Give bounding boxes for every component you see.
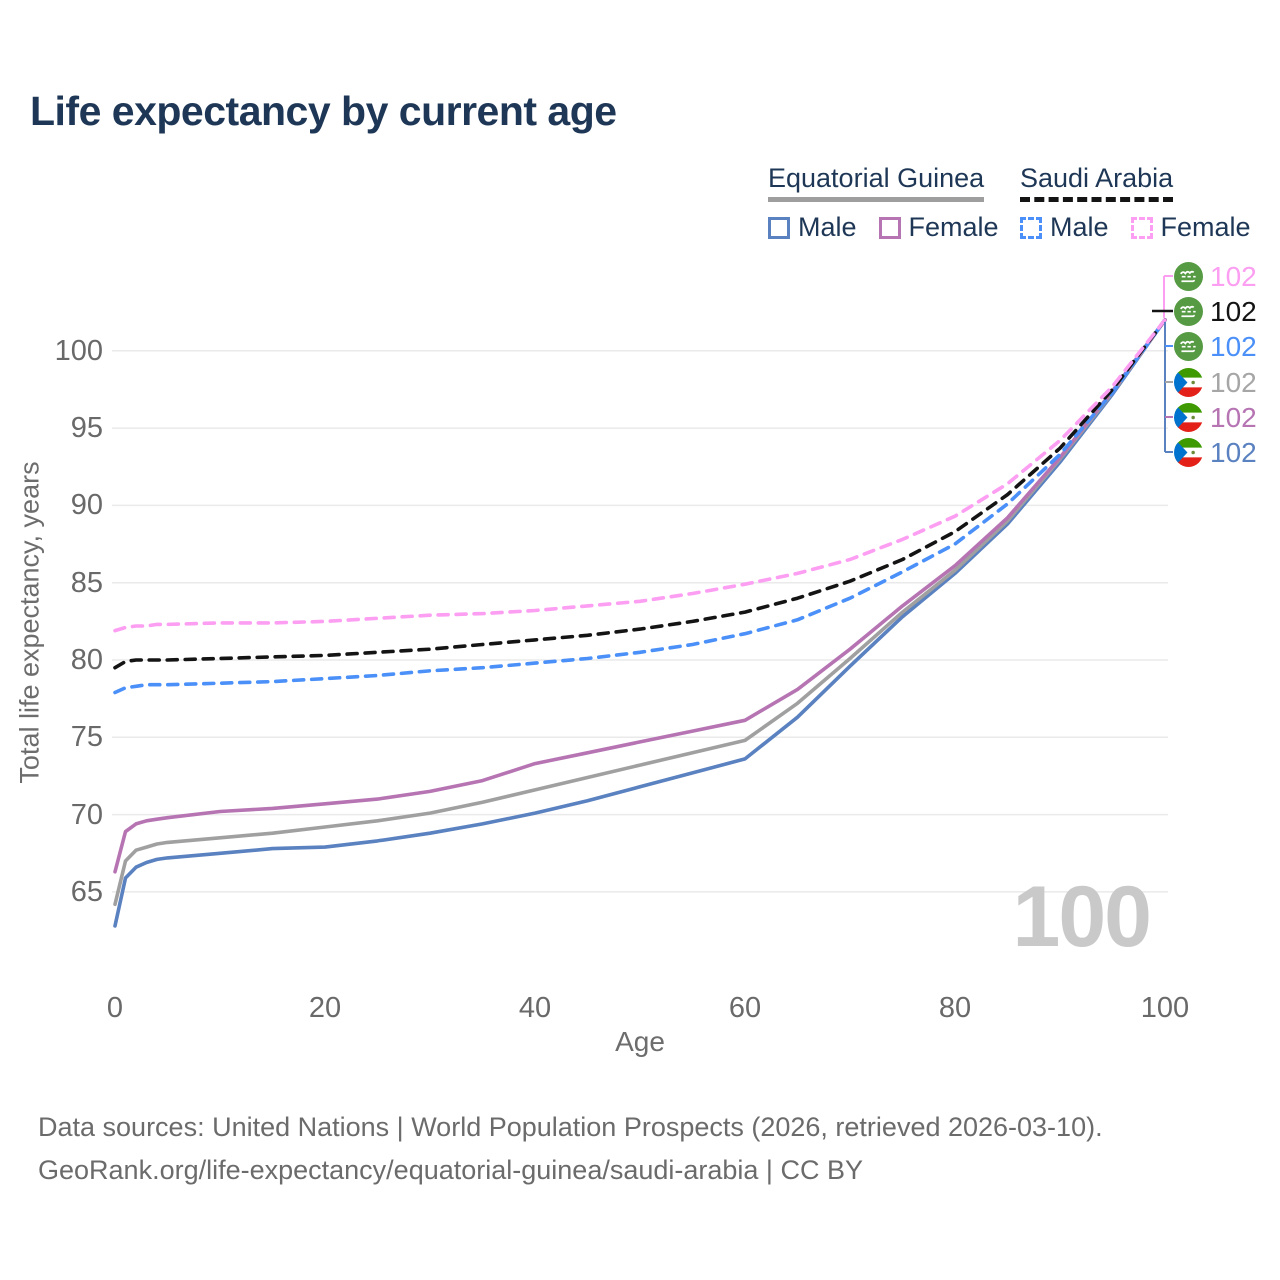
y-tick-label: 65 — [70, 875, 103, 908]
x-tick-label: 0 — [106, 992, 124, 1024]
x-tick-label: 40 — [518, 992, 552, 1024]
saudi-arabia-flag-icon — [1174, 261, 1203, 291]
page-title: Life expectancy by current age — [30, 88, 617, 134]
legend-group-saudi-arabia: Saudi Arabia Male Female — [1020, 163, 1265, 243]
end-value: 102 — [1210, 401, 1257, 433]
end-label-sa-total[interactable]: 102 — [1174, 296, 1257, 326]
end-value: 102 — [1210, 366, 1257, 398]
y-tick-label: 100 — [54, 334, 103, 367]
y-tick-label: 70 — [70, 798, 103, 831]
series-line-saudi-arabia-total — [113, 318, 1167, 670]
end-label-sa-female[interactable]: 102 — [1174, 261, 1257, 291]
legend-group-title-equatorial-guinea[interactable]: Equatorial Guinea — [768, 163, 985, 202]
end-value: 102 — [1210, 330, 1257, 362]
end-label-sa-male[interactable]: 102 — [1174, 331, 1257, 361]
legend-group-title-saudi-arabia[interactable]: Saudi Arabia — [1020, 163, 1174, 202]
end-value: 102 — [1210, 260, 1257, 292]
series-line-saudi-arabia-male — [113, 318, 1167, 695]
y-tick-label: 75 — [70, 721, 103, 754]
equatorial-guinea-flag-icon — [1174, 402, 1203, 432]
saudi-arabia-flag-icon — [1174, 296, 1203, 326]
legend-item-sa-female[interactable]: Female — [1160, 212, 1251, 242]
legend-item-eq-female[interactable]: Female — [908, 212, 999, 242]
x-tick-label: 60 — [728, 992, 762, 1024]
end-value: 102 — [1210, 436, 1257, 468]
data-sources-text: Data sources: United Nations | World Pop… — [38, 1112, 1103, 1142]
equatorial-guinea-flag-icon — [1174, 437, 1203, 467]
y-axis-title: Total life expectancy, years — [14, 461, 45, 784]
x-tick-label: 20 — [308, 992, 342, 1024]
y-tick-label: 95 — [70, 412, 103, 445]
y-tick-label: 80 — [70, 644, 103, 676]
series-line-equatorial-guinea-total — [113, 318, 1167, 907]
equatorial-guinea-flag-icon — [1174, 367, 1203, 397]
x-tick-label: 80 — [938, 992, 972, 1024]
legend-item-sa-male[interactable]: Male — [1050, 212, 1109, 242]
legend-swatch-eq-male[interactable] — [768, 216, 790, 239]
legend-swatch-sa-female[interactable] — [1130, 216, 1153, 239]
y-tick-label: 90 — [70, 489, 103, 522]
series-line-equatorial-guinea-female — [113, 318, 1167, 874]
end-label-eq-male[interactable]: 102 — [1174, 437, 1257, 467]
legend-swatch-sa-male[interactable] — [1020, 216, 1042, 239]
series-line-equatorial-guinea-male — [113, 318, 1167, 928]
legend-group-equatorial-guinea: Equatorial Guinea Male Female — [768, 163, 1013, 243]
end-label-eq-total[interactable]: 102 — [1174, 367, 1257, 397]
footer: Data sources: United Nations | World Pop… — [38, 1106, 1103, 1192]
legend-item-eq-male[interactable]: Male — [798, 212, 857, 242]
end-value: 102 — [1210, 295, 1257, 327]
saudi-arabia-flag-icon — [1174, 331, 1203, 361]
attribution-link-text[interactable]: GeoRank.org/life-expectancy/equatorial-g… — [38, 1155, 863, 1185]
age-watermark: 100 — [1012, 869, 1153, 965]
x-tick-label: 100 — [1140, 992, 1190, 1024]
end-label-eq-female[interactable]: 102 — [1174, 402, 1257, 432]
x-axis-title: Age — [615, 1026, 665, 1057]
legend-swatch-eq-female[interactable] — [878, 216, 901, 239]
y-tick-label: 85 — [70, 566, 103, 599]
series-line-saudi-arabia-female — [113, 318, 1167, 633]
